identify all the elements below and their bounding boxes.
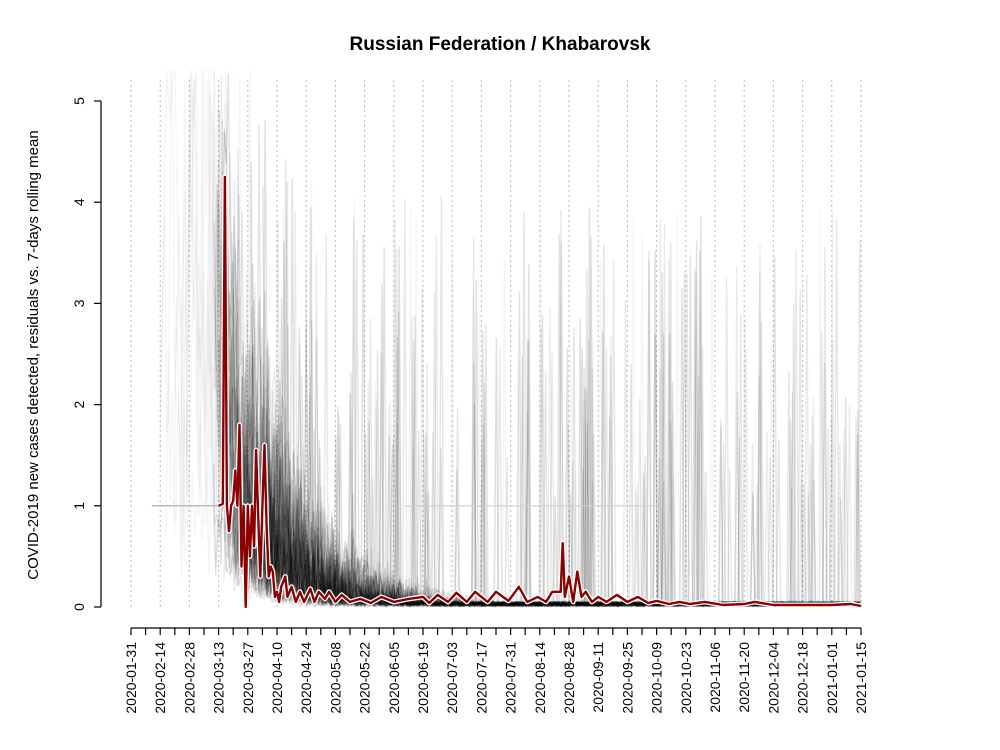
background-series-line: [216, 239, 860, 609]
y-tick-label: 3: [71, 299, 87, 307]
highlight-line: [218, 175, 862, 609]
background-series-line: [258, 341, 861, 609]
x-tick-label: 2020-06-19: [415, 642, 431, 714]
x-tick-label: 2020-05-08: [327, 642, 343, 714]
x-tick-label: 2020-02-14: [152, 642, 168, 714]
chart-title: Russian Federation / Khabarovsk: [350, 34, 651, 55]
x-tick-label: 2020-08-28: [561, 642, 577, 714]
x-tick-label: 2020-07-03: [444, 642, 460, 714]
x-tick-label: 2020-02-28: [181, 642, 197, 714]
background-series-line: [256, 358, 860, 608]
x-tick-label: 2020-04-10: [269, 642, 285, 714]
x-tick-label: 2020-10-09: [649, 642, 665, 714]
highlight-series: [217, 174, 862, 610]
x-tick-label: 2020-08-14: [532, 642, 548, 714]
y-tick-label: 1: [71, 502, 87, 510]
y-axis-title: COVID-2019 new cases detected, residuals…: [25, 130, 42, 579]
x-tick-label: 2020-09-11: [590, 642, 606, 713]
y-tick-label: 4: [71, 198, 87, 206]
background-series-line: [245, 246, 860, 609]
x-tick-label: 2020-03-27: [240, 642, 256, 714]
x-tick-label: 2020-01-31: [123, 642, 139, 714]
x-tick-label: 2021-01-01: [824, 642, 840, 714]
background-series-line: [239, 234, 861, 609]
background-series-line: [236, 413, 861, 609]
x-tick-label: 2020-10-23: [678, 642, 694, 714]
background-series-line: [213, 249, 861, 609]
y-tick-label: 2: [71, 400, 87, 408]
x-tick-label: 2020-06-05: [386, 642, 402, 714]
background-series-line: [246, 207, 861, 609]
x-tick-label: 2020-03-13: [211, 642, 227, 714]
background-series-line: [224, 347, 860, 608]
x-tick-label: 2020-11-20: [736, 642, 752, 713]
y-tick-label: 5: [71, 97, 87, 105]
x-tick-label: 2020-05-22: [357, 642, 373, 714]
x-tick-label: 2021-01-15: [853, 642, 869, 714]
background-series-line: [257, 354, 860, 608]
x-tick-label: 2020-07-31: [503, 642, 519, 714]
background-series-line: [237, 236, 861, 609]
x-tick-label: 2020-12-18: [795, 642, 811, 714]
axes: 0 1 2 3 4 5 2020-01-31 2020-02-14 2020-02-28 2020…: [71, 97, 869, 714]
x-tick-label: 2020-11-06: [707, 642, 723, 713]
background-series-line: [259, 396, 861, 609]
x-tick-label: 2020-07-17: [473, 642, 489, 714]
x-tick-label: 2020-12-04: [765, 642, 781, 714]
x-tick-label: 2020-04-24: [298, 642, 314, 714]
background-series-line: [253, 339, 860, 608]
background-series-line: [214, 183, 860, 609]
y-tick-label: 0: [71, 603, 87, 611]
x-tick-label: 2020-09-25: [619, 642, 635, 714]
background-series-line: [225, 244, 861, 608]
